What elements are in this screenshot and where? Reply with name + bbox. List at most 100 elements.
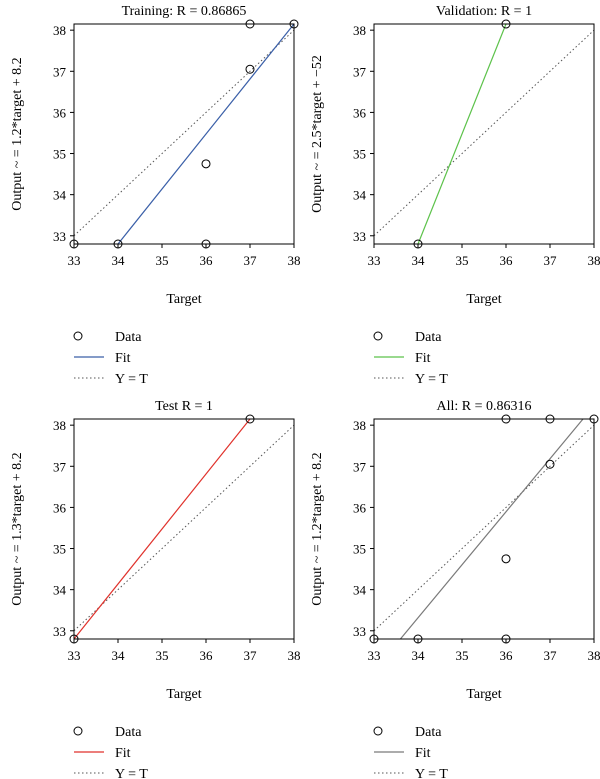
x-tick-label: 37 <box>544 648 558 663</box>
fit-line <box>417 23 507 245</box>
x-tick-label: 36 <box>500 253 514 268</box>
legend: Data Fit Y = T <box>373 330 448 387</box>
y-tick-label: 33 <box>53 624 66 639</box>
legend-label: Y = T <box>115 372 148 387</box>
legend: Data Fit Y = T <box>73 330 148 387</box>
x-tick-label: 34 <box>412 253 426 268</box>
chart-panel-1: Training: R = 0.86865 33 34 35 36 37 38 33 34 35 3… <box>10 4 301 387</box>
data-point <box>245 64 255 74</box>
x-tick-label: 37 <box>544 253 558 268</box>
y-axis-label: Output ~ = 1.2*target + 8.2 <box>10 57 25 210</box>
x-axis-label: Target <box>466 687 501 702</box>
x-tick-label: 33 <box>68 253 81 268</box>
y-tick-label: 38 <box>53 418 66 433</box>
x-tick-label: 33 <box>368 253 381 268</box>
x-tick-label: 38 <box>588 648 600 663</box>
x-tick-label: 36 <box>500 648 514 663</box>
data-point <box>545 459 555 469</box>
legend-data-marker <box>73 726 83 736</box>
y-tick-label: 37 <box>53 459 67 474</box>
legend-data-marker <box>373 331 383 341</box>
y-tick-label: 35 <box>53 147 66 162</box>
y-tick-label: 36 <box>353 105 367 120</box>
y-tick-label: 35 <box>353 542 366 557</box>
x-tick-label: 35 <box>156 648 169 663</box>
data-point <box>201 159 211 169</box>
legend-data-marker <box>373 726 383 736</box>
y-tick-label: 38 <box>353 418 366 433</box>
legend-label: Data <box>115 330 142 345</box>
x-tick-label: 36 <box>200 253 214 268</box>
chart-title: Training: R = 0.86865 <box>122 4 247 19</box>
y-tick-label: 35 <box>353 147 366 162</box>
y-axis-label: Output ~ = 1.3*target + 8.2 <box>10 452 25 605</box>
y-tick-label: 37 <box>353 64 367 79</box>
data-point <box>501 554 511 564</box>
y-tick-label: 35 <box>53 542 66 557</box>
legend-label: Data <box>115 725 142 740</box>
legend-data-marker <box>73 331 83 341</box>
x-axis-label: Target <box>166 292 201 307</box>
x-tick-label: 34 <box>112 648 126 663</box>
x-tick-label: 36 <box>200 648 214 663</box>
y-axis-label: Output ~ = 1.2*target + 8.2 <box>310 452 325 605</box>
x-tick-label: 33 <box>68 648 81 663</box>
legend-label: Y = T <box>415 767 448 779</box>
legend-label: Data <box>415 725 442 740</box>
chart-panel-3: Test R = 1 33 34 35 36 37 38 33 34 35 36 37 38 Target… <box>10 399 301 779</box>
x-axis-label: Target <box>166 687 201 702</box>
identity-line <box>73 424 295 632</box>
legend-label: Fit <box>115 746 131 761</box>
x-tick-label: 37 <box>244 648 258 663</box>
x-tick-label: 35 <box>456 253 469 268</box>
identity-line <box>373 424 595 632</box>
y-tick-label: 37 <box>53 64 67 79</box>
legend: Data Fit Y = T <box>373 725 448 779</box>
x-tick-label: 34 <box>112 253 126 268</box>
y-tick-label: 37 <box>353 459 367 474</box>
legend-label: Data <box>415 330 442 345</box>
x-tick-label: 38 <box>288 253 301 268</box>
y-tick-label: 33 <box>353 229 366 244</box>
legend-label: Fit <box>115 351 131 366</box>
y-tick-label: 38 <box>53 23 66 38</box>
fit-line <box>117 23 295 245</box>
chart-panel-4: All: R = 0.86316 33 34 35 36 37 38 33 34 35 36 37 38… <box>310 399 600 779</box>
x-tick-label: 38 <box>288 648 301 663</box>
x-axis-label: Target <box>466 292 501 307</box>
plot-frame <box>373 418 595 640</box>
x-tick-label: 33 <box>368 648 381 663</box>
y-tick-label: 36 <box>53 105 67 120</box>
chart-title: All: R = 0.86316 <box>436 399 531 414</box>
legend: Data Fit Y = T <box>73 725 148 779</box>
y-tick-label: 34 <box>353 188 367 203</box>
y-tick-label: 33 <box>53 229 66 244</box>
fit-line <box>73 418 251 640</box>
legend-label: Y = T <box>115 767 148 779</box>
chart-title: Validation: R = 1 <box>436 4 532 19</box>
plot-frame <box>73 23 295 245</box>
y-axis-label: Output ~ = 2.5*target + −52 <box>310 55 325 213</box>
y-tick-label: 38 <box>353 23 366 38</box>
identity-line <box>373 29 595 237</box>
plot-frame <box>73 418 295 640</box>
plot-frame <box>373 23 595 245</box>
legend-label: Fit <box>415 351 431 366</box>
legend-label: Y = T <box>415 372 448 387</box>
y-tick-label: 36 <box>353 500 367 515</box>
fit-line <box>399 418 584 640</box>
chart-panel-2: Validation: R = 1 33 34 35 36 37 38 33 34 35 36 37 3… <box>310 4 600 387</box>
x-tick-label: 35 <box>456 648 469 663</box>
y-tick-label: 34 <box>53 583 67 598</box>
identity-line <box>73 29 295 237</box>
y-tick-label: 33 <box>353 624 366 639</box>
y-tick-label: 34 <box>53 188 67 203</box>
chart-title: Test R = 1 <box>155 399 213 414</box>
y-tick-label: 36 <box>53 500 67 515</box>
x-tick-label: 34 <box>412 648 426 663</box>
x-tick-label: 35 <box>156 253 169 268</box>
x-tick-label: 38 <box>588 253 600 268</box>
y-tick-label: 34 <box>353 583 367 598</box>
x-tick-label: 37 <box>244 253 258 268</box>
